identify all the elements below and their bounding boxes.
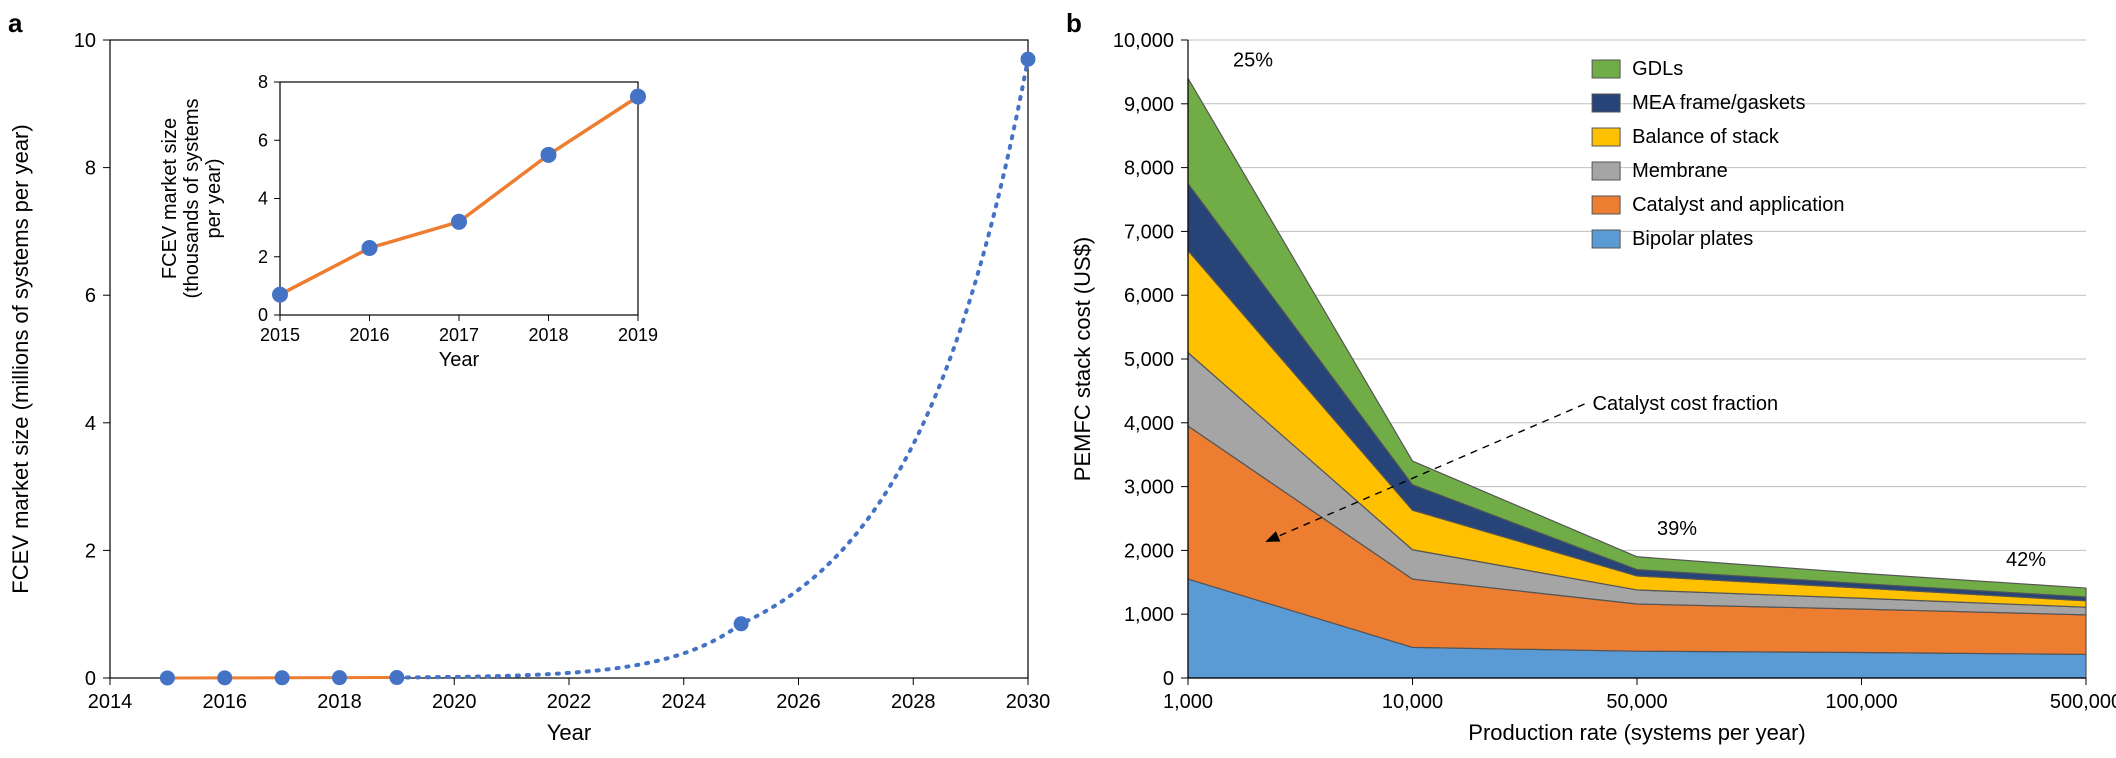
svg-text:9,000: 9,000 [1124,94,1174,116]
svg-text:8: 8 [258,72,268,92]
svg-text:6: 6 [85,285,96,307]
svg-text:GDLs: GDLs [1632,58,1683,80]
svg-text:4: 4 [85,413,96,435]
svg-text:2020: 2020 [432,691,477,713]
panel-a-chart: 2014 2016 2018 2020 2022 2024 2026 2028 2030 0 2 4 6… [0,0,1058,758]
svg-text:0: 0 [85,668,96,690]
svg-text:2030: 2030 [1006,691,1051,713]
svg-text:Catalyst and application: Catalyst and application [1632,194,1844,216]
svg-text:2016: 2016 [349,325,389,345]
svg-text:100,000: 100,000 [1825,691,1897,713]
svg-text:Membrane: Membrane [1632,160,1728,182]
panel-b-chart: 1,00010,00050,000100,000500,00001,0002,0… [1058,0,2116,758]
panel-b: b 1,00010,00050,000100,000500,00001,0002… [1058,0,2116,758]
svg-text:6: 6 [258,130,268,150]
svg-text:0: 0 [1163,668,1174,690]
svg-text:2028: 2028 [891,691,936,713]
svg-text:8: 8 [85,158,96,180]
svg-text:25%: 25% [1233,49,1273,71]
svg-text:2015: 2015 [260,325,300,345]
panel-a-label: a [8,8,22,39]
svg-text:0: 0 [258,305,268,325]
svg-text:4,000: 4,000 [1124,413,1174,435]
figure: a 20142016201820202022202420262028203002… [0,0,2116,758]
svg-text:42%: 42% [2006,549,2046,571]
svg-text:Year: Year [439,349,480,371]
panel-b-label: b [1066,8,1082,39]
svg-text:2022: 2022 [547,691,592,713]
svg-text:1,000: 1,000 [1124,604,1174,626]
svg-text:10,000: 10,000 [1113,30,1174,52]
svg-text:2016: 2016 [203,691,248,713]
svg-text:39%: 39% [1657,518,1697,540]
svg-text:7,000: 7,000 [1124,221,1174,243]
svg-text:2017: 2017 [439,325,479,345]
svg-text:FCEV market size(thousands of: FCEV market size(thousands of systemsper… [159,98,225,298]
svg-text:Year: Year [547,720,591,745]
svg-text:2014: 2014 [88,691,133,713]
svg-text:4: 4 [258,189,268,209]
svg-text:Balance of stack: Balance of stack [1632,126,1780,148]
svg-text:2018: 2018 [317,691,362,713]
panel-a: a 20142016201820202022202420262028203002… [0,0,1058,758]
svg-text:6,000: 6,000 [1124,285,1174,307]
svg-text:2,000: 2,000 [1124,540,1174,562]
svg-text:2018: 2018 [528,325,568,345]
svg-text:2019: 2019 [618,325,658,345]
svg-text:50,000: 50,000 [1606,691,1667,713]
svg-text:2026: 2026 [776,691,821,713]
svg-text:Production rate (systems per y: Production rate (systems per year) [1468,720,1805,745]
svg-text:8,000: 8,000 [1124,158,1174,180]
svg-text:PEMFC stack cost (US$): PEMFC stack cost (US$) [1070,237,1095,481]
svg-text:MEA frame/gaskets: MEA frame/gaskets [1632,92,1805,114]
svg-text:500,000: 500,000 [2050,691,2116,713]
svg-text:10,000: 10,000 [1382,691,1443,713]
svg-text:2: 2 [258,247,268,267]
svg-text:Bipolar plates: Bipolar plates [1632,228,1753,250]
svg-text:1,000: 1,000 [1163,691,1213,713]
svg-text:2: 2 [85,540,96,562]
svg-text:2024: 2024 [662,691,707,713]
svg-text:5,000: 5,000 [1124,349,1174,371]
svg-text:Catalyst cost fraction: Catalyst cost fraction [1593,393,1779,415]
svg-text:FCEV market size (millions of: FCEV market size (millions of systems pe… [8,124,33,593]
svg-text:3,000: 3,000 [1124,477,1174,499]
svg-text:10: 10 [74,30,96,52]
